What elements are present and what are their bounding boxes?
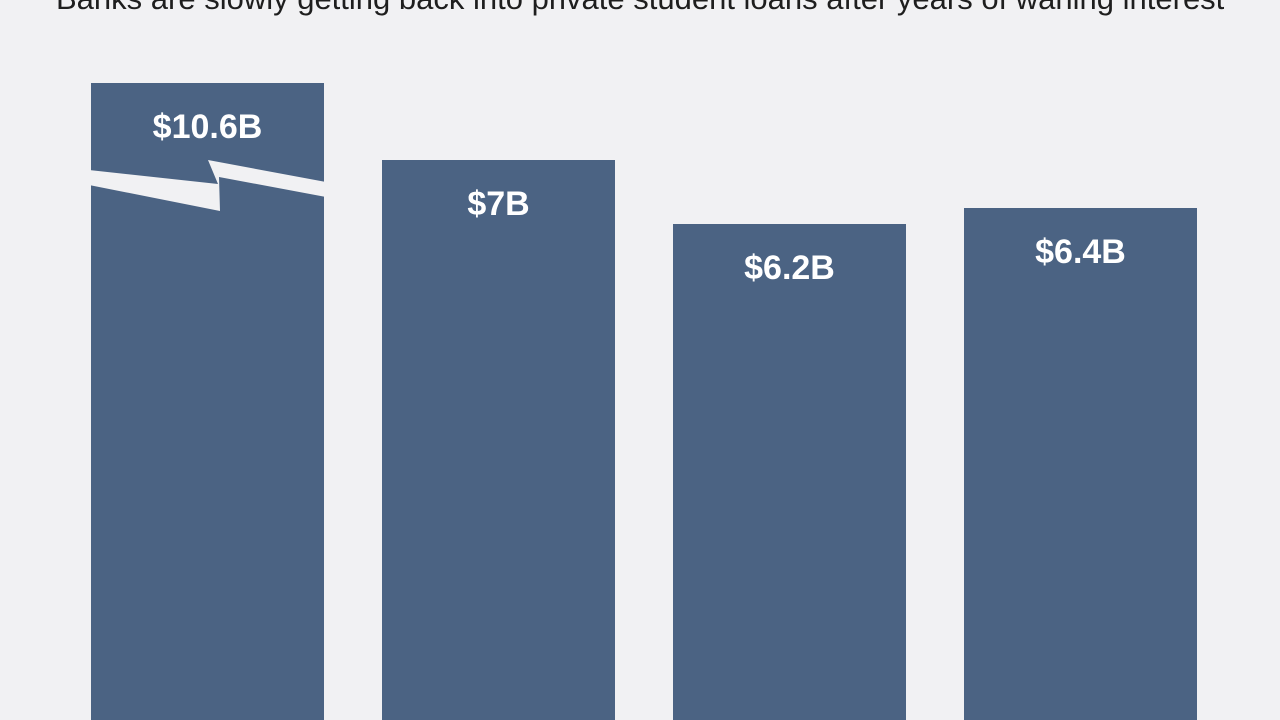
- bars-group: [89, 83, 1197, 720]
- bar-4: [964, 208, 1197, 720]
- bar-3: [673, 224, 906, 720]
- bar-2: [382, 160, 615, 720]
- bar-value-label-1: $10.6B: [153, 108, 263, 146]
- chart-subtitle: Banks are slowly getting back into priva…: [56, 0, 1236, 18]
- value-labels-group: $10.6B $7B $6.2B $6.4B: [153, 108, 1126, 287]
- bar-value-label-3: $6.2B: [744, 249, 835, 287]
- bar-value-label-2: $7B: [467, 185, 529, 223]
- bar-value-label-4: $6.4B: [1035, 233, 1126, 271]
- axis-break-mark: [89, 160, 326, 211]
